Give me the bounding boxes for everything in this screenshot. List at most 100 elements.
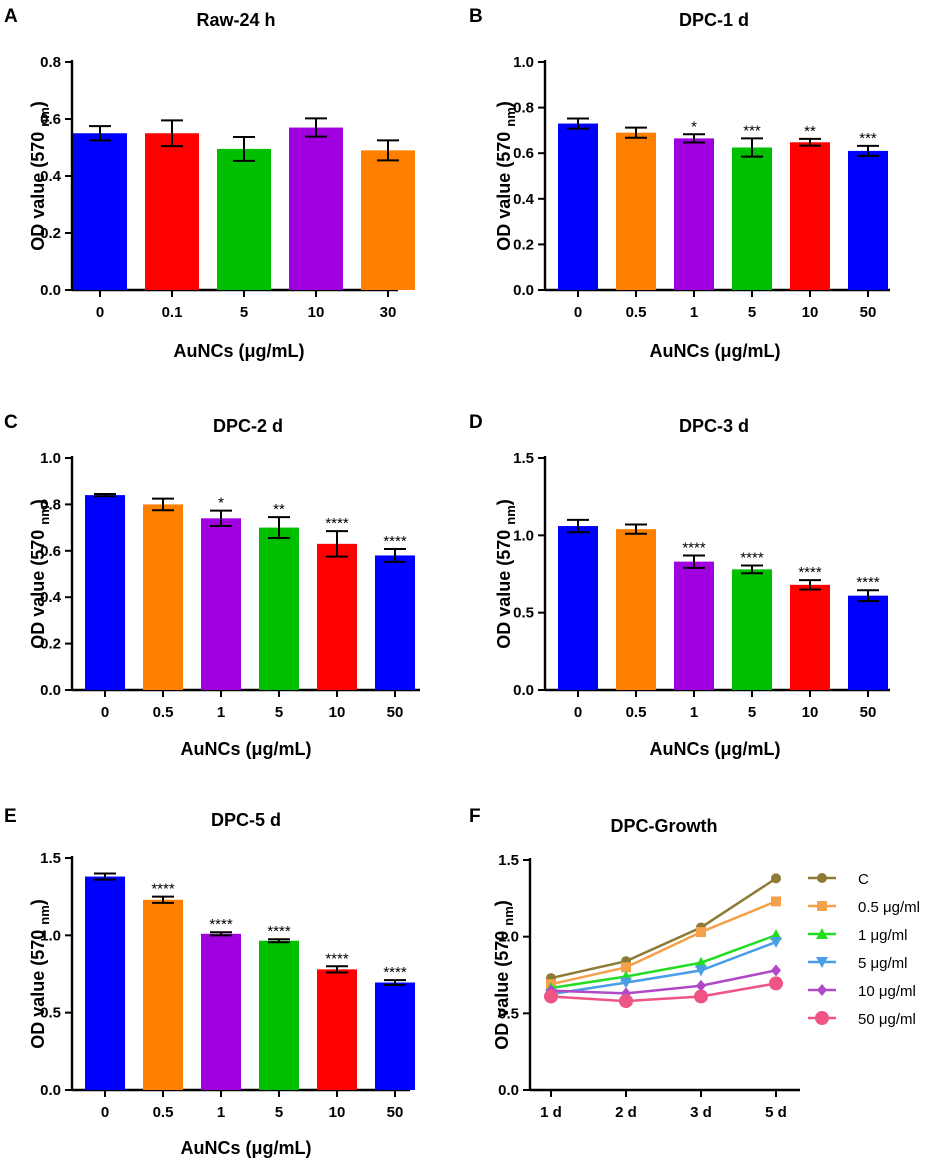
panel-letter: D: [469, 412, 483, 433]
significance-label: *: [691, 118, 697, 135]
chart-title: DPC-3 d: [679, 416, 749, 436]
legend-label: 10 μg/ml: [858, 983, 916, 1000]
bar: [674, 138, 714, 290]
y-axis-label-subscript: nm: [501, 906, 516, 926]
bar: [790, 142, 830, 290]
y-tick-label: 0.4: [40, 589, 62, 606]
bar: [145, 133, 199, 290]
bar: [732, 147, 772, 290]
y-tick-label: 0.4: [513, 191, 535, 208]
panel-letter: E: [4, 806, 17, 827]
series-line: [550, 933, 777, 990]
data-point: [696, 979, 706, 992]
x-tick-label: 1: [690, 304, 698, 321]
series-4: [546, 964, 781, 1000]
legend-entry: 50 μg/ml: [808, 1011, 916, 1028]
panel-c: C DPC-2 d 0.0 0.2 0.4 0.6 0.8 1.0 OD value (570 …: [4, 412, 420, 759]
significance-label: ****: [325, 515, 349, 532]
y-tick-label: 1.5: [498, 852, 519, 869]
series-line: [550, 969, 777, 995]
bar: [201, 518, 241, 690]
y-tick-label: 0.0: [513, 682, 534, 699]
y-axis-label-subscript: nm: [37, 107, 52, 127]
x-tick-label: 5: [275, 704, 283, 721]
y-tick-label: 0.0: [40, 282, 61, 299]
legend-label: 0.5 μg/ml: [858, 899, 920, 916]
data-point: [771, 896, 781, 907]
legend-marker: [816, 957, 828, 968]
series-0: [546, 873, 781, 984]
panel-letter: C: [4, 412, 18, 433]
y-axis-label-main: OD value (570: [28, 127, 48, 251]
data-point: [769, 976, 783, 991]
y-axis-label-main: OD value (570: [28, 525, 48, 649]
x-tick-label: 0: [96, 304, 104, 321]
panel-letter: A: [4, 6, 18, 27]
bar: [361, 150, 415, 290]
y-axis-label-subscript: nm: [503, 107, 518, 127]
significance-label: ****: [383, 533, 407, 550]
legend-marker: [817, 873, 827, 883]
legend-entry: 0.5 μg/ml: [808, 899, 920, 916]
y-tick-label: 1.0: [513, 527, 534, 544]
y-axis-label-close: ): [28, 101, 48, 107]
chart-title: DPC-1 d: [679, 10, 749, 30]
y-axis-label: OD value (570 nm): [28, 101, 52, 251]
y-axis-label-main: OD value (570: [28, 925, 48, 1049]
y-tick-label: 0.4: [40, 168, 62, 185]
x-tick-label: 0.5: [626, 704, 647, 721]
bar: [259, 940, 299, 1090]
chart-title: Raw-24 h: [196, 10, 275, 30]
x-tick-label: 50: [860, 704, 877, 721]
y-tick-label: 0.6: [513, 145, 534, 162]
y-axis-label-subscript: nm: [37, 905, 52, 925]
x-tick-label: 0.5: [626, 304, 647, 321]
significance-label: ****: [740, 549, 764, 566]
significance-label: ****: [383, 964, 407, 981]
y-axis-label-close: ): [28, 899, 48, 905]
x-tick-label: 1: [690, 704, 698, 721]
data-point: [544, 989, 558, 1004]
significance-label: **: [273, 501, 285, 518]
data-point: [694, 989, 708, 1004]
y-axis-label-subscript: nm: [503, 505, 518, 525]
x-tick-label: 5: [240, 304, 248, 321]
legend-marker: [817, 901, 827, 911]
chart-title: DPC-2 d: [213, 416, 283, 436]
x-tick-label: 0.5: [153, 1104, 174, 1121]
data-point: [771, 964, 781, 977]
y-tick-label: 0.5: [498, 1005, 519, 1022]
series-line: [550, 900, 777, 986]
series-5: [544, 976, 783, 1009]
legend-entry: C: [808, 871, 869, 888]
x-tick-label: 10: [802, 704, 819, 721]
legend-marker: [816, 928, 828, 939]
x-tick-label: 5: [748, 304, 756, 321]
y-axis-label-main: OD value (570: [494, 525, 514, 649]
legend-entry: 5 μg/ml: [808, 955, 908, 972]
x-tick-label: 0: [101, 1104, 109, 1121]
legend-marker: [817, 984, 827, 996]
series-2: [545, 929, 782, 994]
significance-label: ****: [267, 923, 291, 940]
bar: [732, 569, 772, 690]
y-tick-label: 0.6: [40, 111, 61, 128]
bar: [85, 876, 125, 1090]
y-tick-label: 0.0: [40, 682, 61, 699]
y-tick-label: 1.0: [498, 929, 519, 946]
data-point: [696, 927, 706, 938]
x-tick-label: 1: [217, 1104, 225, 1121]
significance-label: ****: [325, 950, 349, 967]
panel-d: D DPC-3 d 0.0 0.5 1.0 1.5 OD value (570 nm) 0 0.…: [469, 412, 890, 759]
legend-label: 5 μg/ml: [858, 955, 908, 972]
x-tick-label: 0.1: [162, 304, 183, 321]
chart-title: DPC-5 d: [211, 810, 281, 830]
panel-letter: B: [469, 6, 483, 27]
bar: [790, 584, 830, 690]
y-axis-label: OD value (570 nm): [28, 499, 52, 649]
y-axis-label-close: ): [494, 499, 514, 505]
y-axis-label-main: OD value (570: [492, 926, 512, 1050]
y-tick-label: 0.5: [40, 1005, 61, 1022]
bar: [289, 127, 343, 290]
